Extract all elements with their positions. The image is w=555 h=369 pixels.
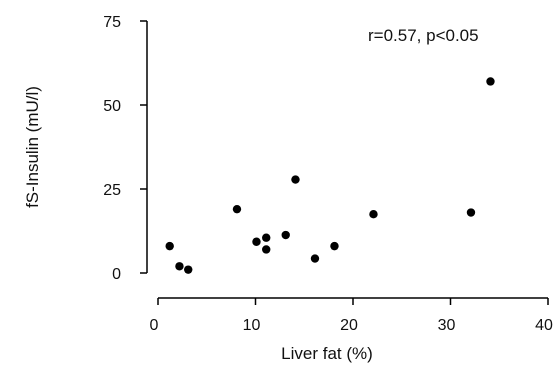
y-tick-label: 50 bbox=[103, 98, 121, 115]
y-tick-label: 25 bbox=[103, 182, 121, 199]
correlation-annotation: r=0.57, p<0.05 bbox=[368, 26, 479, 45]
data-point bbox=[310, 254, 320, 263]
x-tick-label: 40 bbox=[535, 317, 553, 334]
data-point bbox=[369, 210, 378, 219]
y-tick-label: 75 bbox=[103, 14, 121, 31]
data-point bbox=[262, 245, 271, 254]
y-axis-title: fS-Insulin (mU/l) bbox=[23, 86, 42, 208]
data-point bbox=[330, 241, 339, 251]
x-axis-title: Liver fat (%) bbox=[281, 344, 373, 363]
data-point bbox=[165, 241, 174, 251]
y-tick-label: 0 bbox=[112, 266, 121, 283]
y-axis: 0 25 50 75 bbox=[103, 14, 148, 283]
data-point bbox=[281, 230, 290, 240]
data-point bbox=[291, 175, 300, 184]
data-point bbox=[262, 233, 271, 242]
x-tick-label: 30 bbox=[438, 317, 456, 334]
x-tick-label: 10 bbox=[243, 317, 261, 334]
data-points bbox=[165, 77, 495, 274]
x-tick-label: 20 bbox=[340, 317, 358, 334]
data-point bbox=[486, 77, 495, 86]
data-point bbox=[232, 204, 242, 214]
x-axis: 0 10 20 30 40 bbox=[150, 297, 553, 334]
data-point bbox=[184, 265, 193, 274]
data-point bbox=[175, 262, 184, 271]
data-point bbox=[466, 208, 476, 217]
x-tick-label: 0 bbox=[150, 317, 159, 334]
data-point bbox=[252, 237, 261, 246]
